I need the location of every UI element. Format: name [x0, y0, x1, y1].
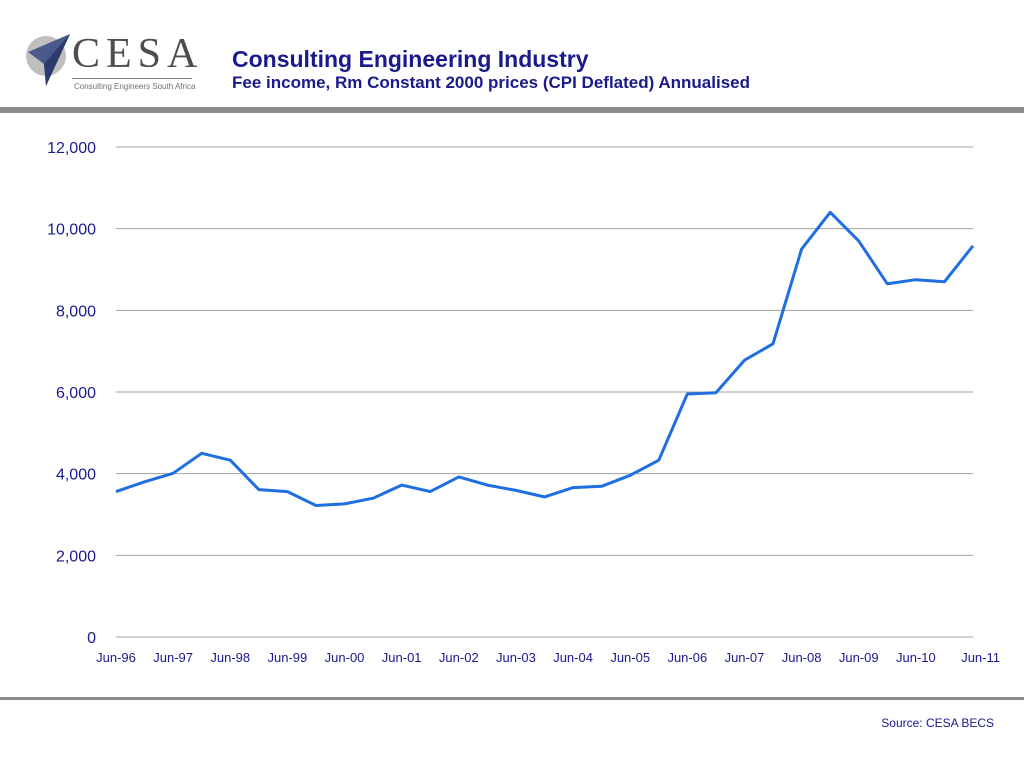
line-chart: 0 2,000 4,000 6,000 8,000 10,000 12,000 Jun-96…	[47, 140, 1000, 665]
x-tick-label: Jun-05	[610, 650, 650, 665]
x-tick-label: Jun-00	[325, 650, 365, 665]
x-tick-label: Jun-08	[782, 650, 822, 665]
x-tick-label: Jun-04	[553, 650, 593, 665]
y-tick-label: 12,000	[47, 140, 96, 157]
header-divider	[0, 107, 1024, 113]
y-tick-label: 4,000	[56, 467, 96, 484]
page-subtitle: Fee income, Rm Constant 2000 prices (CPI…	[232, 73, 751, 92]
x-tick-label: Jun-06	[667, 650, 707, 665]
y-tick-label: 8,000	[56, 303, 96, 320]
logo-divider	[72, 78, 192, 79]
logo-subtitle: Consulting Engineers South Africa	[74, 82, 196, 91]
x-tick-label: Jun-99	[268, 650, 308, 665]
x-tick-label: Jun-01	[382, 650, 422, 665]
x-tick-labels: Jun-96 Jun-97 Jun-98 Jun-99 Jun-00 Jun-01 Jun-…	[96, 650, 1000, 665]
y-tick-label: 2,000	[56, 548, 96, 565]
x-tick-label: Jun-07	[725, 650, 765, 665]
x-tick-label: Jun-97	[153, 650, 193, 665]
x-tick-label: Jun-09	[839, 650, 879, 665]
title-block: Consulting Engineering Industry Fee inco…	[232, 46, 750, 94]
x-tick-label: Jun-10	[896, 650, 936, 665]
grid-lines	[116, 146, 973, 638]
x-tick-label: Jun-11	[961, 650, 1000, 665]
footer-divider	[0, 697, 1024, 700]
y-tick-labels: 0 2,000 4,000 6,000 8,000 10,000 12,000	[47, 140, 96, 647]
x-tick-label: Jun-03	[496, 650, 536, 665]
y-tick-label: 0	[87, 630, 96, 647]
y-tick-label: 6,000	[56, 385, 96, 402]
x-tick-label: Jun-98	[210, 650, 250, 665]
logo-wordmark: CESA	[72, 31, 204, 77]
x-tick-label: Jun-96	[96, 650, 136, 665]
cesa-logo: CESA Consulting Engineers South Africa	[24, 28, 197, 94]
page-title: Consulting Engineering Industry	[232, 46, 589, 72]
x-tick-label: Jun-02	[439, 650, 479, 665]
cesa-logo-icon	[26, 34, 70, 86]
series-line	[115, 210, 975, 507]
y-tick-label: 10,000	[47, 222, 96, 239]
source-note: Source: CESA BECS	[881, 716, 994, 730]
